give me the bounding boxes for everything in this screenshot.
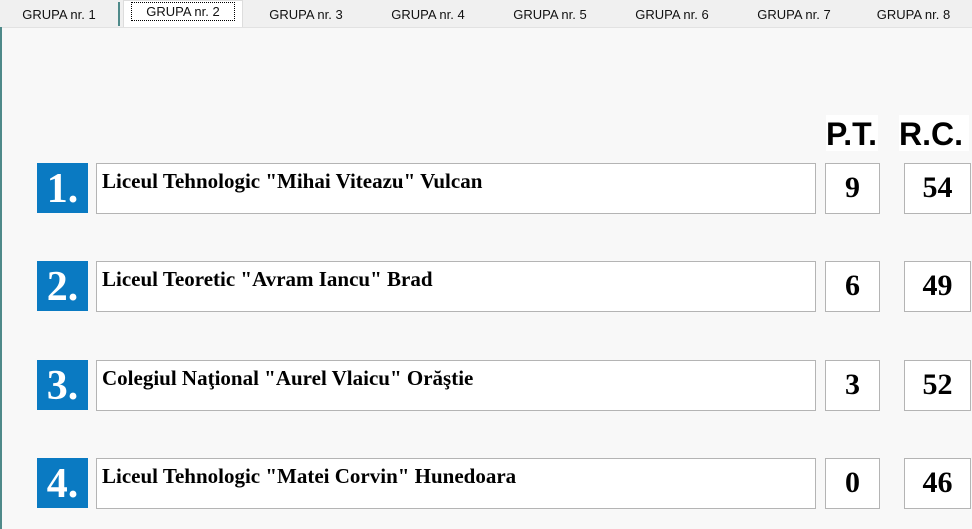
tab-label: GRUPA nr. 1 bbox=[22, 7, 96, 22]
pt-field[interactable]: 9 bbox=[825, 163, 880, 214]
tab-grupa-5[interactable]: GRUPA nr. 5 bbox=[489, 2, 613, 26]
tab-label: GRUPA nr. 4 bbox=[391, 7, 465, 22]
tab-grupa-1[interactable]: GRUPA nr. 1 bbox=[0, 2, 120, 26]
rank-badge: 3. bbox=[37, 360, 88, 410]
tab-grupa-4[interactable]: GRUPA nr. 4 bbox=[367, 2, 491, 26]
rc-field[interactable]: 49 bbox=[904, 261, 971, 312]
team-name-field[interactable]: Liceul Tehnologic "Mihai Viteazu" Vulcan bbox=[96, 163, 816, 214]
tab-grupa-2[interactable]: GRUPA nr. 2 bbox=[123, 0, 243, 27]
team-name-field[interactable]: Colegiul Naţional "Aurel Vlaicu" Orăştie bbox=[96, 360, 816, 411]
tab-grupa-6[interactable]: GRUPA nr. 6 bbox=[611, 2, 735, 26]
pt-field[interactable]: 6 bbox=[825, 261, 880, 312]
rc-field[interactable]: 52 bbox=[904, 360, 971, 411]
tab-label: GRUPA nr. 3 bbox=[269, 7, 343, 22]
pt-field[interactable]: 3 bbox=[825, 360, 880, 411]
pt-field[interactable]: 0 bbox=[825, 458, 880, 509]
rank-badge: 2. bbox=[37, 261, 88, 311]
rc-field[interactable]: 54 bbox=[904, 163, 971, 214]
panel-border bbox=[0, 27, 2, 529]
rank-badge: 4. bbox=[37, 458, 88, 508]
tab-label: GRUPA nr. 6 bbox=[635, 7, 709, 22]
team-name-field[interactable]: Liceul Tehnologic "Matei Corvin" Hunedoa… bbox=[96, 458, 816, 509]
rank-badge: 1. bbox=[37, 163, 88, 213]
tab-label: GRUPA nr. 8 bbox=[876, 7, 951, 22]
rc-field[interactable]: 46 bbox=[904, 458, 971, 509]
tab-grupa-8[interactable]: GRUPA nr. 8 bbox=[855, 2, 972, 26]
tab-label: GRUPA nr. 2 bbox=[131, 2, 235, 21]
header-pt: P.T. bbox=[826, 115, 878, 152]
tab-label: GRUPA nr. 5 bbox=[513, 7, 587, 22]
tab-label: GRUPA nr. 7 bbox=[757, 7, 831, 22]
header-rc: R.C. bbox=[899, 115, 969, 152]
tab-grupa-7[interactable]: GRUPA nr. 7 bbox=[733, 2, 857, 26]
tab-grupa-3[interactable]: GRUPA nr. 3 bbox=[245, 2, 369, 26]
team-name-field[interactable]: Liceul Teoretic "Avram Iancu" Brad bbox=[96, 261, 816, 312]
tab-bar: GRUPA nr. 1 GRUPA nr. 2 GRUPA nr. 3 GRUP… bbox=[0, 0, 972, 28]
